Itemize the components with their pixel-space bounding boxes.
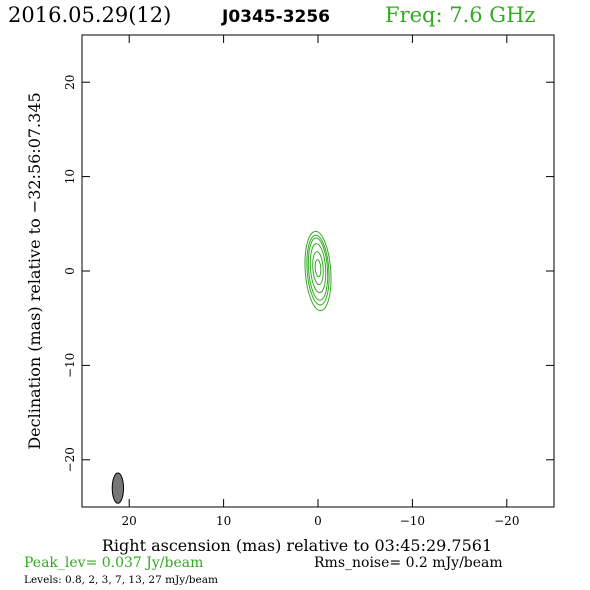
contour-line xyxy=(312,251,324,286)
y-tick-labels: −20 −10 0 10 20 xyxy=(63,75,77,473)
y-tick-label: 20 xyxy=(63,75,77,90)
rms-noise: Rms_noise= 0.2 mJy/beam xyxy=(314,555,503,571)
y-tick-label: −20 xyxy=(63,447,77,472)
contour-line xyxy=(306,234,330,306)
x-tick-label: −20 xyxy=(494,514,519,528)
contour-levels: Levels: 0.8, 2, 3, 7, 13, 27 mJy/beam xyxy=(24,574,218,586)
source-name: J0345-3256 xyxy=(221,7,330,27)
contour-line xyxy=(307,237,329,301)
x-tick-label: −10 xyxy=(400,514,425,528)
peak-level: Peak_lev= 0.037 Jy/beam xyxy=(24,555,203,571)
frequency-label: Freq: 7.6 GHz xyxy=(385,3,535,27)
plot-frame xyxy=(81,34,555,508)
y-axis-label: Declination (mas) relative to −32:56:07.… xyxy=(25,92,44,449)
x-tick-label: 20 xyxy=(122,514,137,528)
contour-line xyxy=(314,259,322,278)
beam-ellipse xyxy=(111,472,125,504)
contour-line xyxy=(304,230,332,312)
y-tick-label: 0 xyxy=(63,267,77,275)
axis-ticks xyxy=(82,35,554,507)
x-tick-label: 0 xyxy=(314,514,322,528)
x-axis-label: Right ascension (mas) relative to 03:45:… xyxy=(102,536,492,555)
y-tick-label: 10 xyxy=(63,169,77,184)
beam-ellipse-group xyxy=(111,472,125,504)
observation-date: 2016.05.29(12) xyxy=(8,3,171,27)
x-tick-label: 10 xyxy=(216,514,231,528)
contour-set xyxy=(304,230,332,312)
contour-line xyxy=(309,243,327,294)
x-tick-labels: 20 10 0 −10 −20 xyxy=(122,514,520,528)
y-tick-label: −10 xyxy=(63,353,77,378)
